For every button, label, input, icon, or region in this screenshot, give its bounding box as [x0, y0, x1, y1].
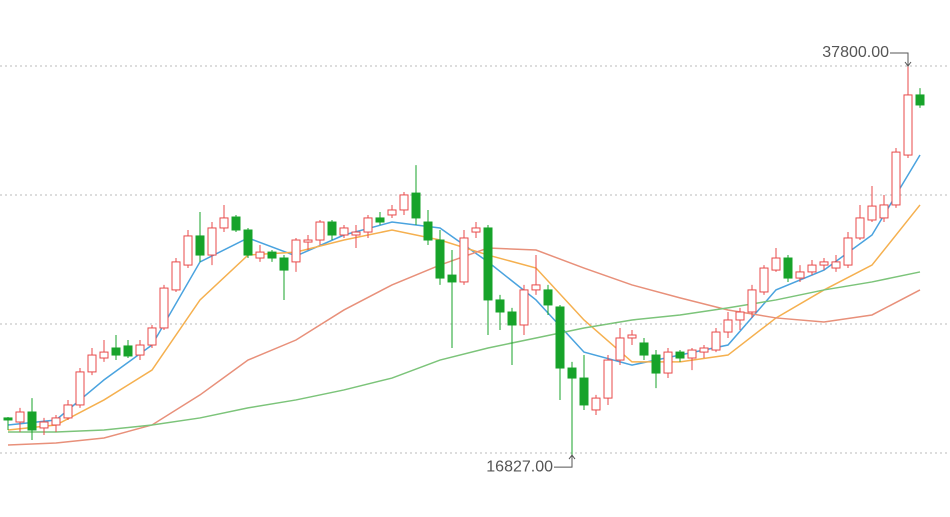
candle-body [51, 417, 61, 426]
candle-body [579, 377, 589, 406]
candle-body [783, 257, 793, 279]
candle-body [303, 239, 313, 243]
low-pointer [554, 454, 576, 468]
candle-body [63, 404, 73, 419]
candle-body [375, 217, 385, 223]
high-label: 37800.00 [822, 44, 889, 61]
candle-body [567, 367, 577, 379]
candle-body [243, 229, 253, 256]
candle-body [219, 217, 229, 229]
candle-body [291, 239, 301, 263]
candle-body [327, 221, 337, 236]
candle-body [507, 311, 517, 326]
candle-body [711, 331, 721, 351]
candle-body [879, 204, 889, 219]
candle-body [531, 284, 541, 291]
candle-body [699, 347, 709, 353]
candle-body [387, 209, 397, 216]
candle-body [411, 192, 421, 219]
candle-body [843, 237, 853, 266]
candle-body [663, 351, 673, 374]
candle-body [735, 311, 745, 321]
candle-body [603, 359, 613, 399]
candle-body [75, 371, 85, 406]
candle-body [519, 289, 529, 326]
candle-body [135, 344, 145, 356]
moving-average-line [7, 154, 921, 426]
candle-body [591, 397, 601, 411]
candle-body [255, 251, 265, 259]
candle-body [123, 345, 133, 357]
candle-body [627, 334, 637, 339]
candle-body [915, 94, 925, 106]
candle-body [399, 194, 409, 211]
candle-body [687, 349, 697, 359]
candle-body [339, 227, 349, 236]
candle-body [447, 274, 457, 283]
candle-body [459, 237, 469, 283]
candle-body [435, 239, 445, 279]
candle-body [111, 347, 121, 356]
candle-body [363, 217, 373, 233]
candle-body [267, 251, 277, 259]
candle-body [819, 261, 829, 266]
candle-body [159, 287, 169, 329]
low-label: 16827.00 [486, 458, 553, 475]
candle-body [495, 299, 505, 313]
moving-average-line [8, 271, 921, 433]
candle-body [171, 261, 181, 291]
candle-body [87, 354, 97, 373]
candle-body [147, 327, 157, 346]
candle-body [675, 351, 685, 359]
candle-body [231, 216, 241, 231]
candle-body [855, 217, 865, 239]
candle-body [315, 221, 325, 241]
candle-body [207, 227, 217, 256]
candle-body [639, 342, 649, 356]
candle-body [831, 261, 841, 269]
candle-body [651, 354, 661, 374]
candle-body [615, 337, 625, 361]
candle-body [423, 221, 433, 241]
candle-body [351, 231, 361, 236]
candle-body [903, 94, 913, 156]
candle-body [39, 421, 49, 429]
candle-body [27, 411, 37, 431]
candle-body [807, 264, 817, 273]
candle-body [279, 257, 289, 271]
candle-body [747, 289, 757, 313]
candle-body [795, 271, 805, 279]
high-pointer [890, 52, 912, 67]
candle-body [3, 417, 13, 421]
candle-body [543, 289, 553, 306]
candle-body [471, 227, 481, 233]
candle-body [99, 351, 109, 359]
candle-body [867, 205, 877, 221]
candle-body [483, 227, 493, 301]
candle-body [555, 306, 565, 369]
candle-body [183, 235, 193, 266]
candle-body [723, 319, 733, 333]
candle-body [195, 235, 205, 256]
candle-body [15, 411, 25, 423]
candle-body [891, 151, 901, 206]
candle-body [759, 267, 769, 293]
candle-body [771, 257, 781, 271]
